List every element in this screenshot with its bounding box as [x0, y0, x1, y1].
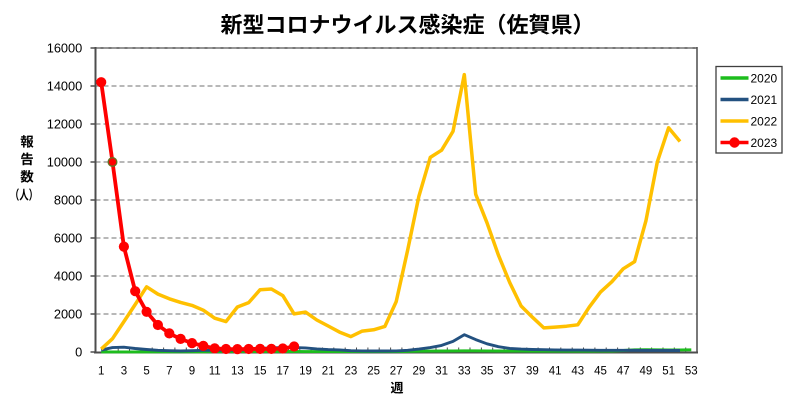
svg-text:29: 29	[413, 366, 426, 378]
svg-text:45: 45	[594, 366, 607, 378]
svg-text:33: 33	[458, 366, 471, 378]
svg-text:17: 17	[276, 366, 289, 378]
svg-text:49: 49	[640, 366, 653, 378]
svg-text:5: 5	[143, 366, 149, 378]
svg-text:19: 19	[299, 366, 312, 378]
svg-text:37: 37	[503, 366, 516, 378]
svg-text:1: 1	[98, 366, 104, 378]
svg-text:39: 39	[526, 366, 539, 378]
svg-text:2021: 2021	[751, 93, 778, 107]
svg-text:14000: 14000	[47, 78, 83, 93]
svg-text:43: 43	[571, 366, 584, 378]
svg-text:21: 21	[322, 366, 335, 378]
svg-text:25: 25	[367, 366, 380, 378]
svg-text:8000: 8000	[54, 192, 82, 207]
svg-text:23: 23	[345, 366, 358, 378]
svg-text:2022: 2022	[751, 114, 778, 128]
svg-text:9: 9	[189, 366, 195, 378]
svg-text:4000: 4000	[54, 268, 82, 283]
svg-text:2020: 2020	[751, 71, 778, 85]
svg-text:7: 7	[166, 366, 172, 378]
svg-text:35: 35	[481, 366, 494, 378]
svg-text:53: 53	[685, 366, 698, 378]
svg-text:31: 31	[435, 366, 448, 378]
svg-text:15: 15	[254, 366, 267, 378]
svg-text:6000: 6000	[54, 230, 82, 245]
svg-text:11: 11	[209, 366, 221, 378]
svg-text:3: 3	[121, 366, 127, 378]
svg-text:2023: 2023	[751, 136, 778, 150]
svg-text:27: 27	[390, 366, 403, 378]
svg-text:41: 41	[549, 366, 562, 378]
svg-text:0: 0	[75, 344, 82, 359]
svg-text:51: 51	[662, 366, 675, 378]
svg-text:13: 13	[231, 366, 244, 378]
svg-text:12000: 12000	[47, 116, 83, 131]
svg-text:2000: 2000	[54, 306, 82, 321]
svg-text:16000: 16000	[47, 40, 83, 55]
svg-text:10000: 10000	[47, 154, 83, 169]
svg-text:47: 47	[617, 366, 630, 378]
